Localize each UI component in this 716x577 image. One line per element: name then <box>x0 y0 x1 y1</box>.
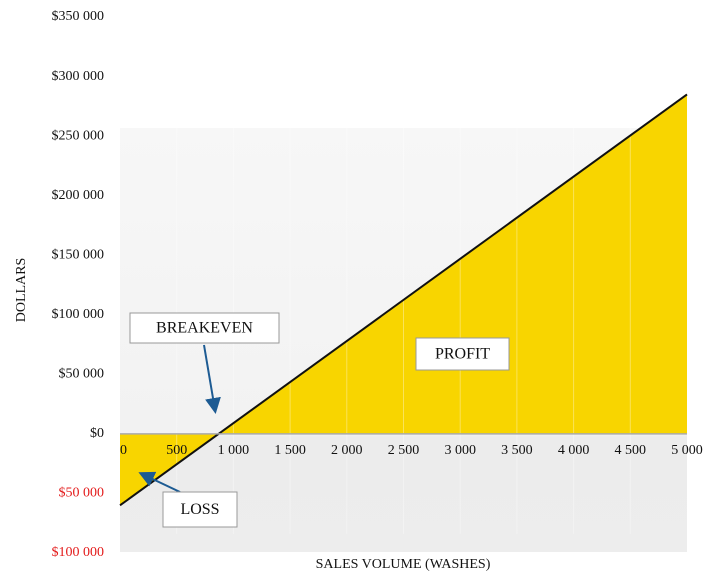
y-tick-label: $300 000 <box>52 69 105 84</box>
x-tick-label: 2 500 <box>388 443 420 458</box>
x-tick-label: 4 000 <box>558 443 590 458</box>
annotation-box <box>162 491 238 528</box>
line <box>119 93 688 507</box>
annotation-box <box>415 337 510 371</box>
annotation-box <box>129 312 280 344</box>
x-tick-label: 1 000 <box>218 443 250 458</box>
y-tick-label: $100 000 <box>52 545 105 560</box>
y-axis-label: DOLLARS <box>14 258 29 323</box>
x-tick-label: 1 500 <box>274 443 306 458</box>
annotation: PROFIT <box>435 346 490 363</box>
annotation: BREAKEVEN <box>156 320 253 337</box>
x-tick-label: 500 <box>166 443 187 458</box>
y-tick-label: $250 000 <box>52 128 105 143</box>
y-tick-label: $0 <box>90 426 104 441</box>
y-tick-label: $50 000 <box>59 367 105 382</box>
x-tick-label: 3 000 <box>444 443 476 458</box>
annotation: LOSS <box>180 501 219 518</box>
x-tick-label: 2 000 <box>331 443 363 458</box>
x-tick-label: 3 500 <box>501 443 533 458</box>
y-tick-label: $50 000 <box>59 486 105 501</box>
y-tick-label: $350 000 <box>52 9 105 24</box>
x-tick-label: 5 000 <box>671 443 703 458</box>
annotation-arrow <box>138 471 181 493</box>
x-axis-label: SALES VOLUME (WASHES) <box>316 557 491 572</box>
y-tick-label: $100 000 <box>52 307 105 322</box>
y-tick-label: $200 000 <box>52 188 105 203</box>
x-tick-label: 0 <box>120 443 127 458</box>
y-tick-label: $150 000 <box>52 247 105 262</box>
annotation-arrow <box>203 344 221 414</box>
x-tick-label: 4 500 <box>615 443 647 458</box>
